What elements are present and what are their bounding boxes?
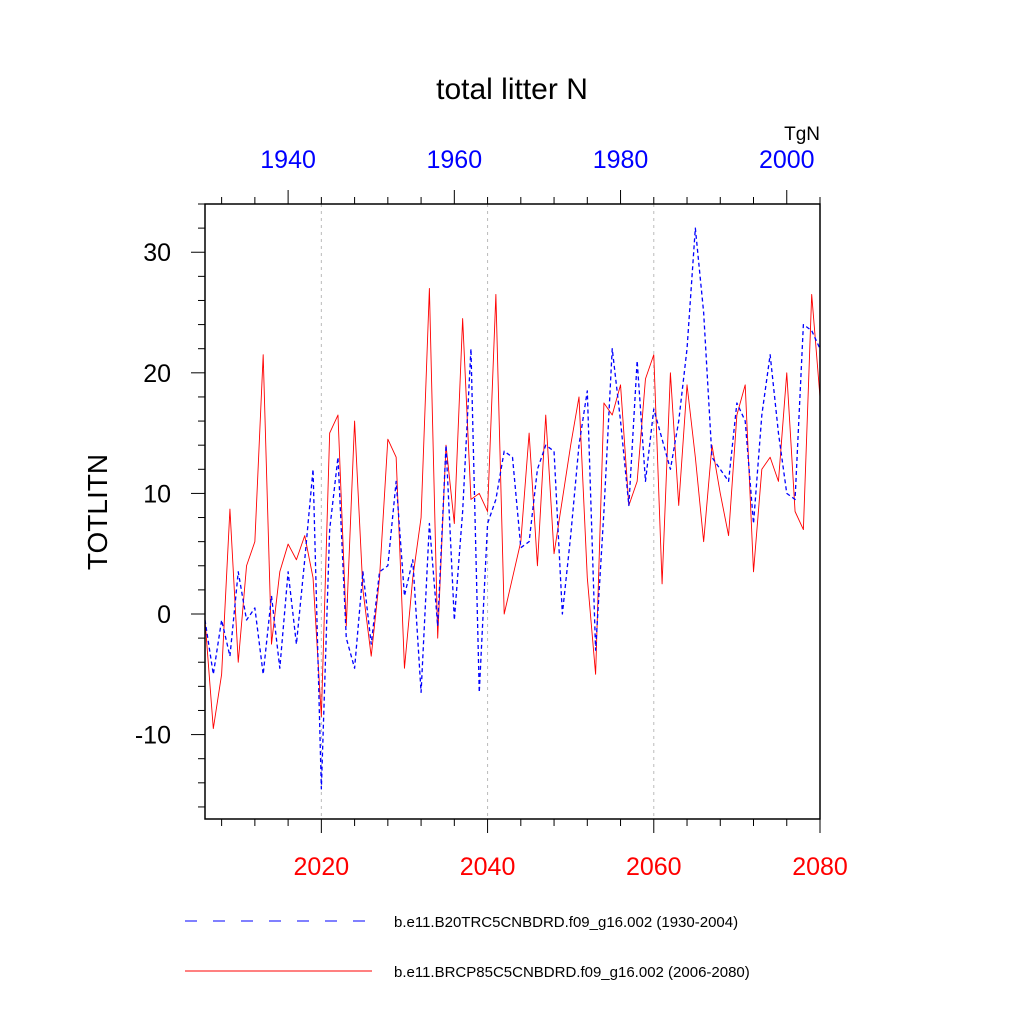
units-label: TgN: [784, 124, 820, 145]
series-line-rcp85: [204, 287, 821, 730]
y-tick-label: 20: [143, 360, 171, 388]
x-bottom-tick-label: 2020: [294, 853, 350, 881]
legend-label-historical: b.e11.B20TRC5CNBDRD.f09_g16.002 (1930-20…: [394, 914, 738, 931]
x-top-tick-label: 1960: [427, 146, 483, 174]
chart-title: total litter N: [436, 73, 588, 106]
y-tick-label: -10: [135, 722, 171, 750]
y-axis: -10 0 10 20 30: [135, 203, 205, 808]
y-tick-label: 30: [143, 239, 171, 267]
x-bottom-tick-label: 2060: [626, 853, 682, 881]
x-top-tick-label: 1980: [593, 146, 649, 174]
y-tick-label: 0: [157, 601, 171, 629]
x-bottom-tick-label: 2040: [460, 853, 516, 881]
x-top-tick-label: 2000: [759, 146, 815, 174]
series-line-historical: [204, 227, 821, 790]
legend: b.e11.B20TRC5CNBDRD.f09_g16.002 (1930-20…: [185, 914, 750, 981]
x-top-tick-label: 1940: [260, 146, 316, 174]
y-tick-label: 10: [143, 480, 171, 508]
y-axis-label: TOTLITN: [82, 454, 113, 570]
x-axis-bottom: 2020 2040 2060 2080: [221, 819, 848, 881]
plot-frame: [204, 203, 821, 820]
legend-label-rcp85: b.e11.BRCP85C5CNBDRD.f09_g16.002 (2006-2…: [394, 964, 750, 981]
x-axis-top: 1940 1960 1980 2000: [221, 146, 821, 204]
series-layer: [204, 227, 821, 790]
x-bottom-tick-label: 2080: [792, 853, 848, 881]
